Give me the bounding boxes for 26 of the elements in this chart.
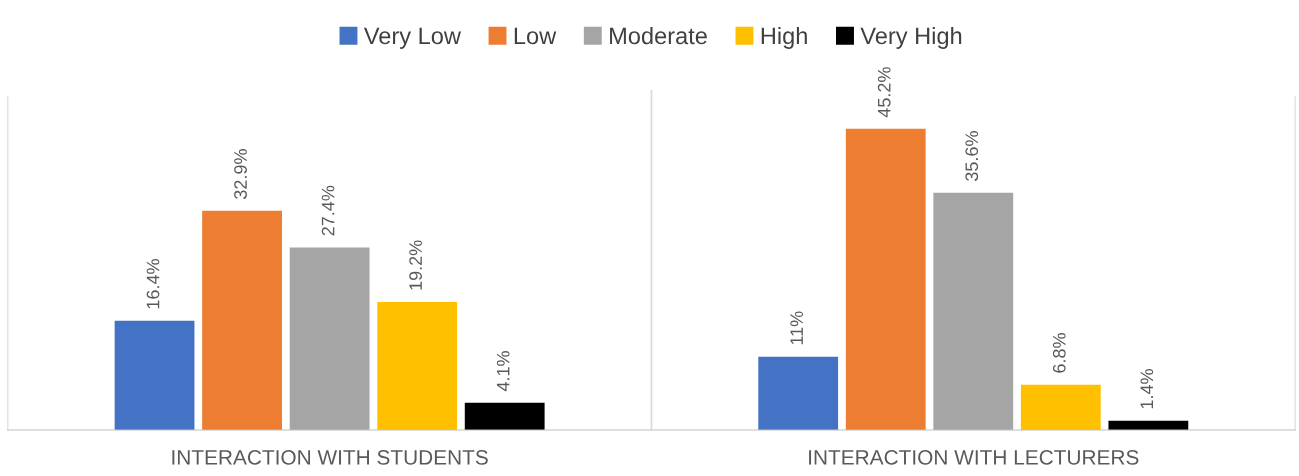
x-tick-label: INTERACTION WITH LECTURERS xyxy=(809,450,1139,465)
bar xyxy=(1020,384,1101,431)
bar xyxy=(464,402,545,431)
legend-label: Very Low xyxy=(363,27,461,49)
bar xyxy=(845,128,926,431)
bar xyxy=(377,302,458,431)
data-label: 1.4% xyxy=(1140,369,1154,409)
data-label: 16.4% xyxy=(146,259,160,309)
data-label: 35.6% xyxy=(965,131,979,181)
data-label: 11% xyxy=(790,311,803,345)
legend-label: Very High xyxy=(860,26,962,49)
bar xyxy=(114,320,195,431)
data-label: 19.2% xyxy=(409,240,423,290)
legend-label: Low xyxy=(514,27,557,45)
bar xyxy=(202,210,282,431)
bar xyxy=(758,356,839,431)
bar xyxy=(933,192,1014,431)
data-label: 6.8% xyxy=(1052,333,1066,373)
data-label: 4.1% xyxy=(496,351,510,392)
legend-label: High xyxy=(761,26,807,49)
x-tick-label: INTERACTION WITH STUDENTS xyxy=(172,450,488,465)
data-label: 45.2% xyxy=(877,67,891,118)
bar xyxy=(289,247,370,431)
data-label: 32.9% xyxy=(234,149,247,199)
legend-label: Moderate xyxy=(610,26,707,45)
data-label: 27.4% xyxy=(321,185,335,236)
